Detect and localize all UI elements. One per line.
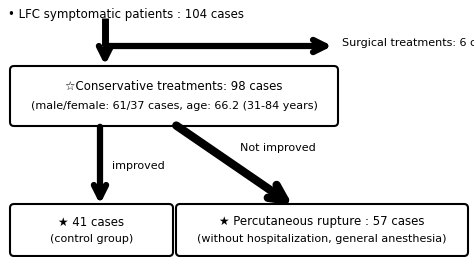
Text: (control group): (control group)	[50, 234, 133, 244]
Text: (without hospitalization, general anesthesia): (without hospitalization, general anesth…	[197, 234, 447, 244]
Text: ☆Conservative treatments: 98 cases: ☆Conservative treatments: 98 cases	[65, 79, 283, 93]
Text: (male/female: 61/37 cases, age: 66.2 (31-84 years): (male/female: 61/37 cases, age: 66.2 (31…	[30, 101, 318, 111]
Text: ★ Percutaneous rupture : 57 cases: ★ Percutaneous rupture : 57 cases	[219, 216, 425, 228]
FancyBboxPatch shape	[10, 204, 173, 256]
Text: Not improved: Not improved	[240, 143, 316, 153]
FancyBboxPatch shape	[10, 66, 338, 126]
FancyBboxPatch shape	[176, 204, 468, 256]
Text: • LFC symptomatic patients : 104 cases: • LFC symptomatic patients : 104 cases	[8, 8, 244, 21]
Text: improved: improved	[112, 161, 165, 171]
Text: Surgical treatments: 6 cases: Surgical treatments: 6 cases	[342, 38, 474, 48]
Text: ★ 41 cases: ★ 41 cases	[58, 216, 125, 228]
